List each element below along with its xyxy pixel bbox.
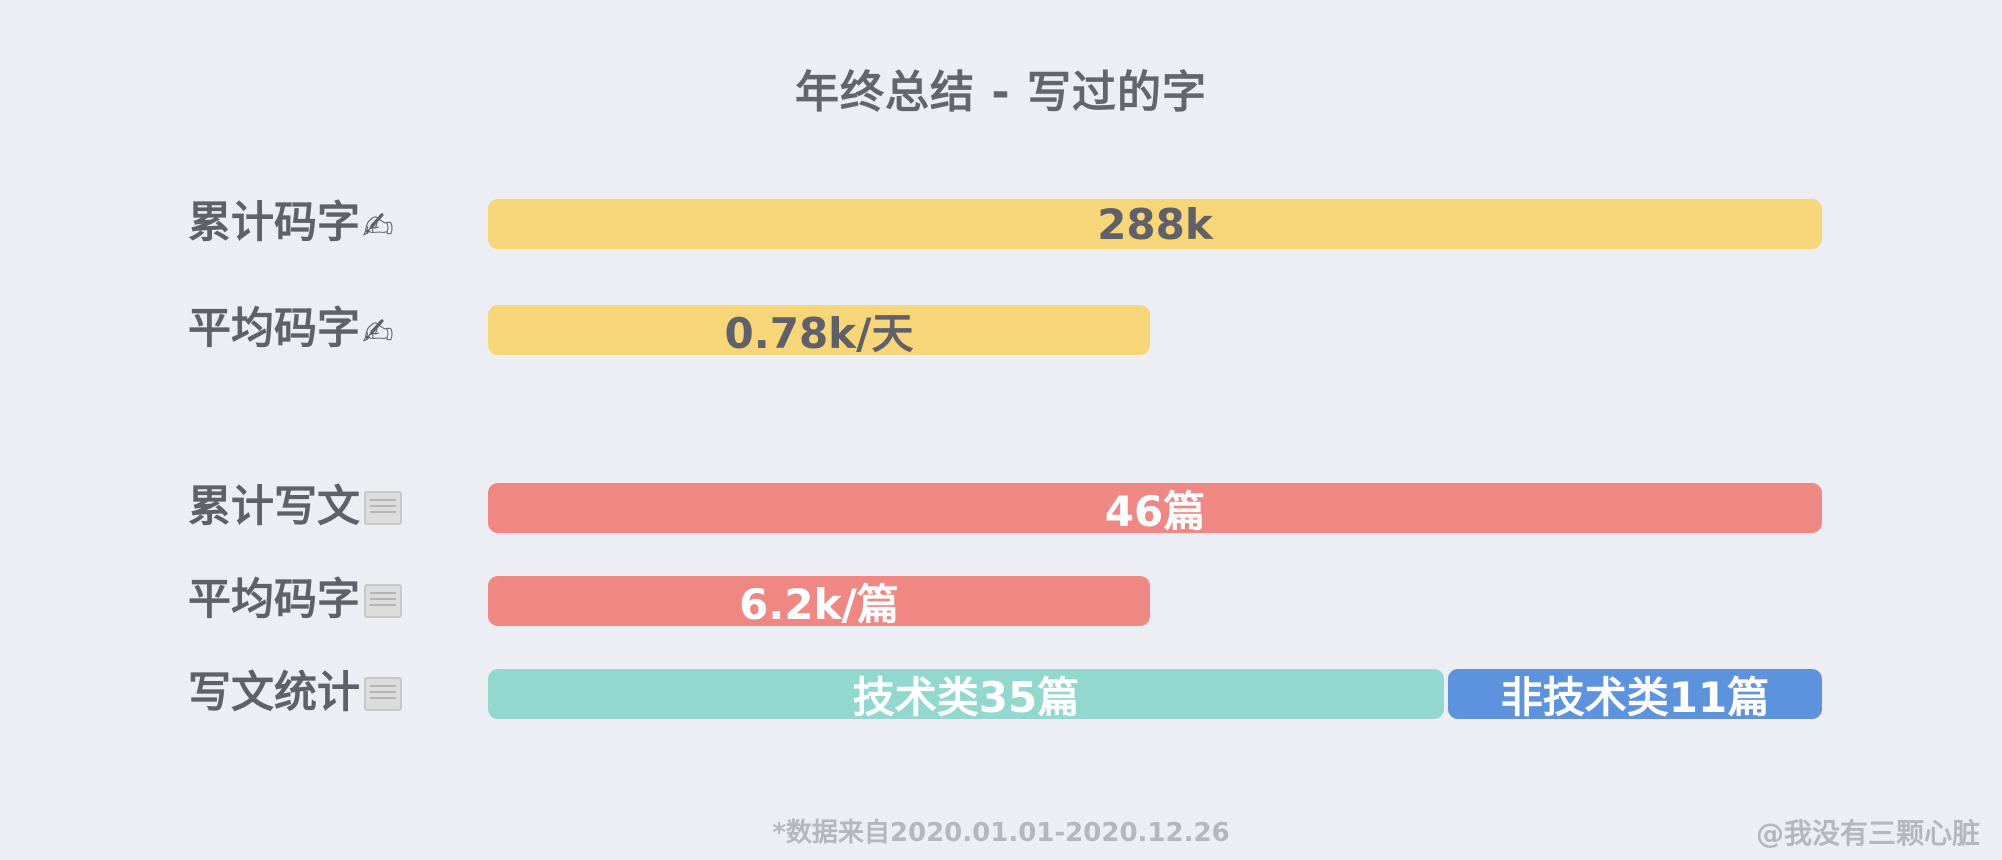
- bar-segment-technical-articles: 技术类35篇: [488, 669, 1444, 722]
- chart-title: 年终总结 - 写过的字: [795, 67, 1207, 118]
- author-credit: @我没有三颗心脏: [1755, 817, 1980, 850]
- row-label-text: 平均码字: [188, 304, 360, 354]
- writing-hand-icon: ✍: [362, 310, 394, 354]
- row-label-total-words: 累计码字✍: [188, 198, 394, 248]
- bar-value-label: 0.78k/天: [724, 308, 914, 358]
- bar-value-label: 6.2k/篇: [739, 579, 899, 629]
- bar-average-words-per-day: 0.78k/天: [488, 305, 1150, 358]
- writing-hand-icon: ✍: [362, 204, 394, 248]
- row-label-total-articles: 累计写文: [188, 482, 402, 532]
- newspaper-icon: [364, 677, 402, 711]
- row-label-average-words-per-day: 平均码字✍: [188, 304, 394, 354]
- bar-value-label: 46篇: [1104, 486, 1206, 536]
- bar-average-words-per-article: 6.2k/篇: [488, 576, 1150, 629]
- bar-value-label: 非技术类11篇: [1500, 672, 1770, 722]
- data-source-footnote: *数据来自2020.01.01-2020.12.26: [772, 818, 1230, 848]
- bar-total-words: 288k: [488, 199, 1822, 249]
- bar-value-label: 288k: [1097, 199, 1213, 249]
- bar-segment-non-technical-articles: 非技术类11篇: [1448, 669, 1822, 722]
- row-label-average-words-per-article: 平均码字: [188, 575, 402, 625]
- bar-total-articles: 46篇: [488, 483, 1822, 536]
- row-label-text: 写文统计: [188, 668, 360, 718]
- row-label-text: 平均码字: [188, 575, 360, 625]
- bar-value-label: 技术类35篇: [852, 672, 1080, 722]
- row-label-article-stats: 写文统计: [188, 668, 402, 718]
- newspaper-icon: [364, 584, 402, 618]
- row-label-text: 累计写文: [188, 482, 360, 532]
- newspaper-icon: [364, 491, 402, 525]
- row-label-text: 累计码字: [188, 198, 360, 248]
